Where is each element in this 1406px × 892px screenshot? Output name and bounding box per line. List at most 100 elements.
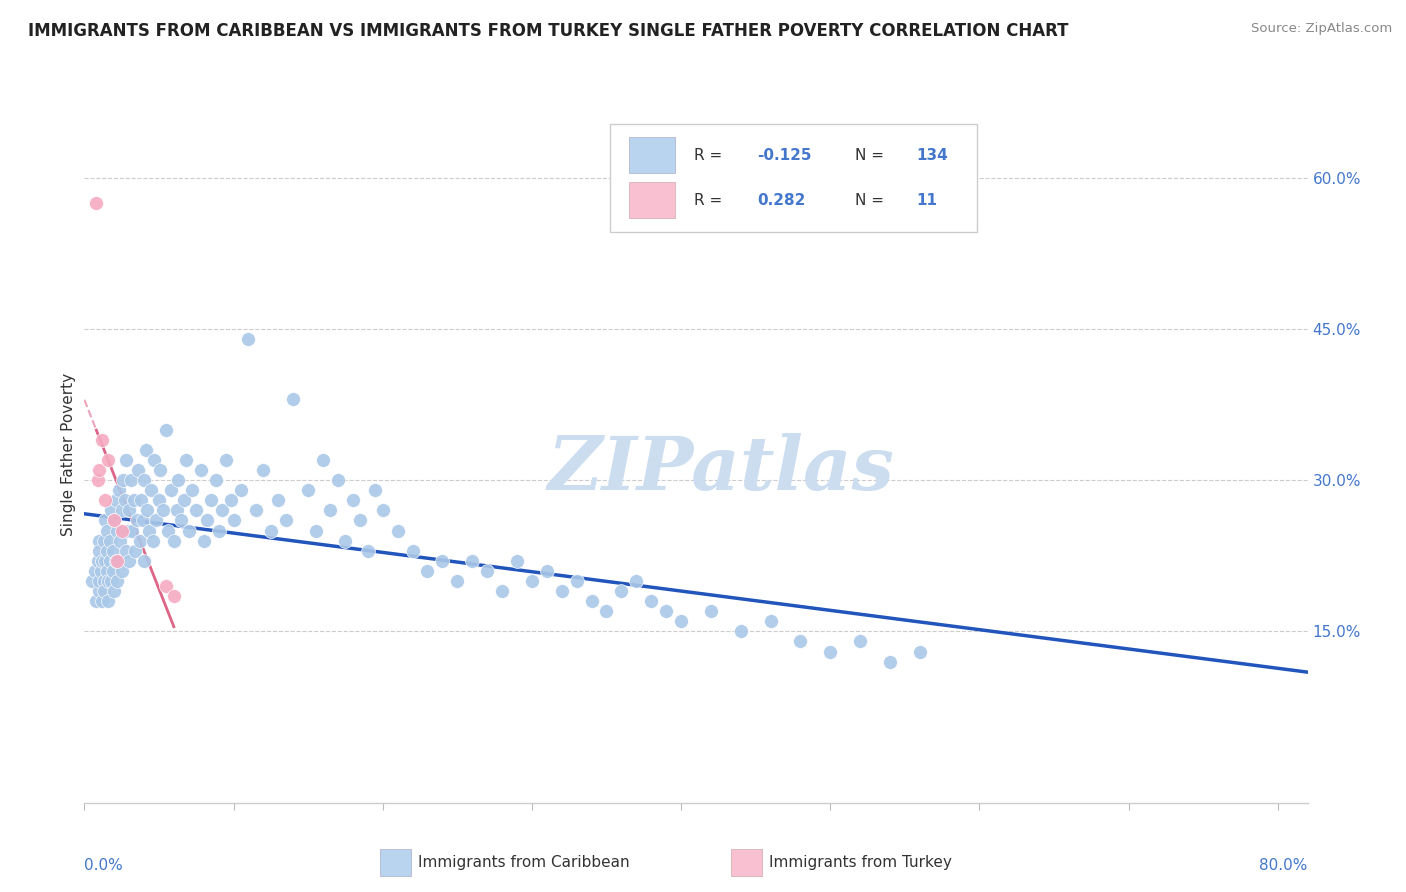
Point (267, 493, 290, 508)
Point (111, 524, 134, 538)
Text: 80.0%: 80.0% (1260, 858, 1308, 873)
Point (506, 554, 529, 568)
Point (166, 503, 188, 517)
Point (401, 543, 423, 558)
Point (112, 473, 135, 487)
Point (304, 524, 326, 538)
Point (879, 655, 901, 669)
Point (193, 533, 215, 548)
Point (357, 543, 380, 558)
Point (120, 473, 142, 487)
Point (105, 554, 128, 568)
Point (174, 453, 197, 467)
Point (132, 473, 155, 487)
Point (89, 543, 111, 558)
Point (371, 503, 394, 517)
Point (245, 503, 267, 517)
Point (186, 503, 208, 517)
Point (759, 615, 782, 629)
Point (115, 453, 138, 467)
Point (219, 493, 242, 508)
FancyBboxPatch shape (610, 124, 977, 232)
Text: ZIPatlas: ZIPatlas (547, 433, 894, 505)
Point (229, 483, 252, 498)
Point (138, 524, 160, 538)
Point (111, 503, 134, 517)
Point (114, 493, 136, 508)
Point (730, 624, 752, 639)
Point (655, 604, 678, 618)
Point (640, 594, 662, 608)
Point (143, 453, 166, 467)
Point (104, 554, 127, 568)
Point (84, 195, 107, 210)
Point (118, 554, 141, 568)
Point (326, 473, 349, 487)
Point (222, 513, 245, 527)
Text: N =: N = (855, 193, 889, 208)
FancyBboxPatch shape (628, 137, 675, 173)
Text: N =: N = (855, 147, 889, 162)
Point (551, 584, 574, 599)
Text: -0.125: -0.125 (758, 147, 811, 162)
Point (177, 524, 200, 538)
Point (107, 483, 129, 498)
Point (122, 493, 145, 508)
Point (145, 513, 167, 527)
Point (117, 524, 139, 538)
Point (155, 579, 177, 593)
Point (103, 584, 125, 599)
Point (626, 574, 648, 588)
Text: 134: 134 (917, 147, 948, 162)
Point (669, 615, 692, 629)
Point (132, 554, 155, 568)
Point (83, 564, 105, 578)
Point (84, 594, 107, 608)
Point (446, 574, 468, 588)
Point (90, 564, 112, 578)
Point (475, 564, 498, 578)
Point (96, 564, 118, 578)
Point (142, 533, 165, 548)
Point (100, 503, 122, 517)
Point (96, 543, 118, 558)
Point (215, 453, 238, 467)
Point (520, 574, 543, 588)
Point (416, 564, 439, 578)
Point (849, 634, 872, 648)
Point (180, 483, 202, 498)
Point (190, 463, 212, 477)
Point (565, 574, 588, 588)
Point (149, 463, 172, 477)
Point (155, 423, 177, 437)
Point (461, 554, 484, 568)
Point (335, 533, 357, 548)
Point (100, 574, 122, 588)
Point (789, 634, 811, 648)
Point (595, 604, 617, 618)
Point (127, 463, 149, 477)
Point (160, 483, 183, 498)
Point (211, 503, 233, 517)
Point (581, 594, 603, 608)
Text: R =: R = (693, 193, 727, 208)
Point (124, 543, 146, 558)
Point (364, 483, 387, 498)
Point (93, 574, 115, 588)
Text: 0.0%: 0.0% (84, 858, 124, 873)
Point (131, 513, 153, 527)
Point (97, 453, 120, 467)
Point (141, 483, 163, 498)
Point (118, 503, 141, 517)
Point (105, 574, 128, 588)
Point (432, 554, 454, 568)
Point (342, 493, 364, 508)
Point (94, 554, 117, 568)
Point (87, 473, 110, 487)
Point (163, 589, 186, 603)
Point (97, 594, 120, 608)
Point (274, 513, 297, 527)
FancyBboxPatch shape (628, 182, 675, 219)
Point (125, 513, 148, 527)
Point (207, 524, 229, 538)
